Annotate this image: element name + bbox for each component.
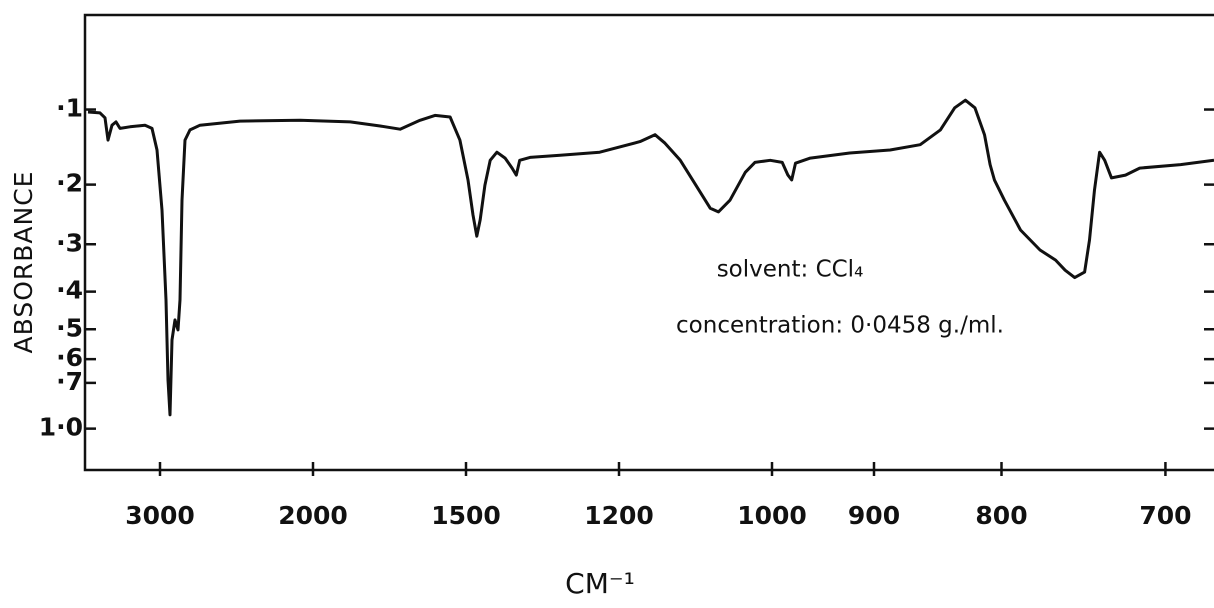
x-tick-label: 1200: [584, 501, 654, 530]
annotation: concentration: 0·0458 g./ml.: [676, 313, 1004, 339]
y-axis-title: ABSORBANCE: [9, 171, 38, 354]
y-tick-label: ·3: [56, 228, 83, 257]
x-tick-label: 1500: [431, 501, 501, 530]
y-tick-label: ·2: [56, 169, 83, 198]
x-tick-label: 3000: [125, 501, 195, 530]
x-tick-label: 700: [1139, 501, 1191, 530]
spectrum-line: [87, 98, 1214, 417]
x-tick-label: 2000: [278, 501, 348, 530]
y-tick-label: ·5: [56, 313, 83, 342]
y-tick-label: ·1: [56, 94, 83, 123]
x-axis-title: CM⁻¹: [565, 567, 635, 600]
y-tick-label: ·4: [56, 276, 83, 305]
annotation: solvent: CCl₄: [717, 257, 864, 283]
x-tick-label: 1000: [737, 501, 807, 530]
x-tick-label: 900: [848, 501, 900, 530]
y-tick-label: ·6: [56, 343, 83, 372]
x-tick-label: 800: [975, 501, 1027, 530]
axis-frame: [83, 13, 1214, 472]
y-tick-label: 1·0: [39, 413, 83, 442]
y-tick-label: ·7: [56, 367, 83, 396]
